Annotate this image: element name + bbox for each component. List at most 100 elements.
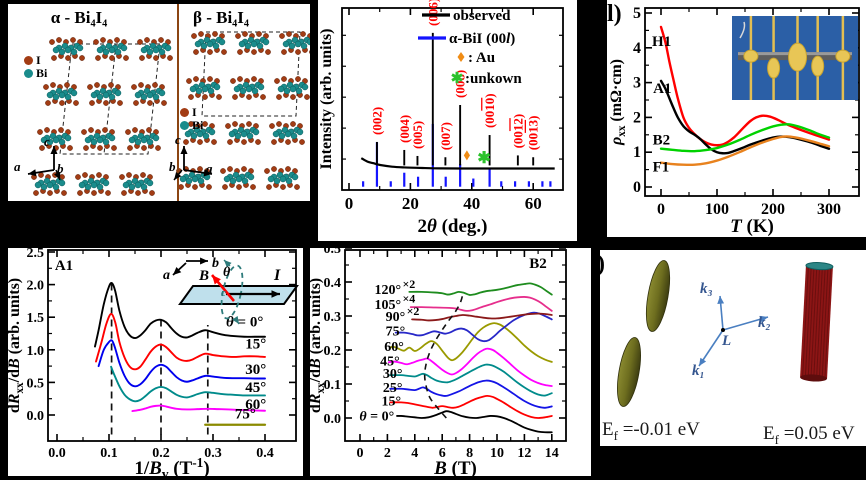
x-tick-label: 0.2 (152, 446, 170, 461)
panel-xrd-pattern: 0 20 40 60 2θ (deg.) Intensity (arb. units) (0… (318, 0, 577, 241)
x-tick-label: 200 (761, 201, 785, 218)
resistivity-plot: 0 100 200 300 0 1 2 3 4 5 T (K) ρxx (mΩ·cm) H1 A1 B2 F1 (608, 5, 860, 237)
y-tick-label: 0.5 (27, 376, 45, 391)
data-curve-F1 (659, 135, 831, 167)
y-tick-label: 2.5 (27, 248, 45, 261)
data-curve-25deg (389, 379, 553, 409)
x-tick-label: 0.1 (100, 446, 118, 461)
y-tick-label: 3 (633, 75, 641, 92)
y-tick-label: 0.4 (324, 276, 342, 291)
y-tick-label: 1.0 (27, 344, 45, 359)
peak-index-label: (006) (425, 0, 440, 26)
k2-axis-label: k₂ (758, 315, 771, 331)
x-tick-label: 10 (490, 446, 504, 461)
legend-label: : Au (468, 50, 495, 66)
x-tick-label: 100 (705, 201, 729, 218)
y-tick-label: 5 (633, 5, 641, 22)
data-curve-B2 (659, 123, 831, 153)
current-label: I (273, 267, 281, 284)
observed-curve (360, 157, 555, 170)
legend-swatch: ✱ (451, 71, 464, 87)
measurement-geometry-inset: I B θc b a (163, 256, 299, 325)
rho-content: 0 100 200 300 0 1 2 3 4 5 T (K) ρxx (mΩ·cm) H1 A1 B2 F1 (608, 5, 860, 237)
curve-label: 75° (386, 325, 406, 340)
y-tick-label: 1 (633, 144, 641, 161)
c-axis-label: c (221, 287, 226, 299)
k-axes-arrows (698, 295, 769, 367)
panel-resistivity: 0 100 200 300 0 1 2 3 4 5 T (K) ρxx (mΩ·cm) H1 A1 B2 F1… (607, 0, 866, 237)
curve-label: B2 (653, 133, 671, 149)
y-tick-label: 2 (633, 109, 641, 126)
curve-label: θ = 0° (359, 410, 394, 425)
axis-a-label-alpha: a (14, 159, 21, 174)
fermi-surface-drawing (600, 250, 866, 446)
panel-sdh-a1: 0.0 0.1 0.2 0.3 0.4 0.0 0.5 1.0 1.5 2.0 2.5 1/Bv (T… (8, 248, 303, 476)
data-curve-15deg (389, 394, 553, 419)
curve-label: H1 (652, 34, 671, 50)
bismuth-label: Bi (36, 66, 48, 80)
panel-sdh-b2: 0 2 4 6 8 10 12 14 0.0 0.1 0.2 0.3 0.4 0.5 B (T) dRxx/d… (310, 248, 591, 476)
iodine-label: I (192, 105, 197, 119)
axis-b-label-alpha: b (57, 161, 64, 176)
iodine-label: I (36, 53, 41, 67)
bismuth-atom-icon (180, 120, 189, 130)
a-axis-label: a (163, 268, 170, 283)
y-axis-title: ρxx (mΩ·cm) (608, 59, 628, 146)
fermi-energy-label-right: Ef =0.05 eV (763, 423, 855, 446)
curve-label: 105° (374, 298, 401, 313)
data-curve-30deg (389, 363, 553, 397)
legend-label: α-BiI (00l) (449, 31, 515, 47)
iodine-atom-icon (24, 55, 33, 65)
curve-label: A1 (653, 81, 671, 97)
x-tick-label: 20 (402, 194, 419, 213)
data-curve-60deg (131, 404, 266, 413)
panel-cut-label: l) (607, 1, 622, 27)
x-tick-label: 0 (357, 446, 364, 461)
y-axis-title: Intensity (arb. units) (318, 29, 335, 170)
curve-label: ×2 (402, 277, 415, 291)
axis-c-label-alpha: c (44, 134, 50, 149)
sample-photo-inset (732, 16, 858, 100)
x-tick-label: 4 (411, 446, 418, 461)
legend-swatch (457, 52, 465, 62)
axis-b-label-beta: b (169, 159, 176, 174)
curve-label: F1 (653, 159, 670, 175)
peak-index-label: (0013) (526, 116, 541, 151)
k3-axis-label: k₃ (700, 281, 713, 297)
legend-label: observed (453, 8, 511, 24)
axis-a-label-beta: a (206, 161, 213, 176)
xrd-content: 0 20 40 60 2θ (deg.) Intensity (arb. units) (0… (318, 0, 564, 237)
x-tick-label: 12 (517, 446, 531, 461)
peak-index-label: (0010) (482, 93, 497, 128)
b2_sdh-content: 0 2 4 6 8 10 12 14 0.0 0.1 0.2 0.3 0.4 0.5 B (T) dRxx/d… (310, 248, 567, 476)
data-curve-15deg (95, 312, 266, 371)
data-curve-0deg (94, 282, 266, 348)
peak-index-label: (0012) (510, 114, 525, 149)
panel-id-label: A1 (55, 258, 73, 274)
atom-legend-beta: I Bi (180, 106, 203, 132)
x-tick-label: 40 (463, 194, 480, 213)
data-curve-60deg (389, 322, 553, 363)
curve-label: θ = 0° (226, 314, 263, 330)
x-tick-label: 0 (657, 201, 665, 218)
x-axis-title: T (K) (730, 216, 774, 237)
curve-label: 60° (384, 340, 404, 355)
panel-id-label: B2 (529, 256, 547, 272)
au-diamond-marker (463, 150, 470, 161)
y-tick-label: 1.5 (27, 311, 45, 326)
x-tick-label: 0 (345, 194, 354, 213)
y-tick-label: 0 (633, 179, 641, 196)
y-tick-label: 4 (633, 40, 641, 57)
x-tick-label: 60 (525, 194, 542, 213)
x-tick-label: 6 (439, 446, 446, 461)
curve-label: 30° (245, 362, 266, 378)
xrd-plot: 0 20 40 60 2θ (deg.) Intensity (arb. units) (0… (318, 0, 564, 237)
y-tick-label: 0.2 (324, 344, 342, 359)
x-tick-label: 14 (545, 446, 559, 461)
cylinder-fermi-surface (800, 262, 834, 382)
y-axis-title: dRxx/dB (arb. units) (8, 278, 26, 413)
curve-label: 45° (380, 354, 400, 369)
alpha-phase-title: α - Bi₄I₄ (50, 8, 108, 27)
data-curve-30deg (97, 339, 266, 388)
